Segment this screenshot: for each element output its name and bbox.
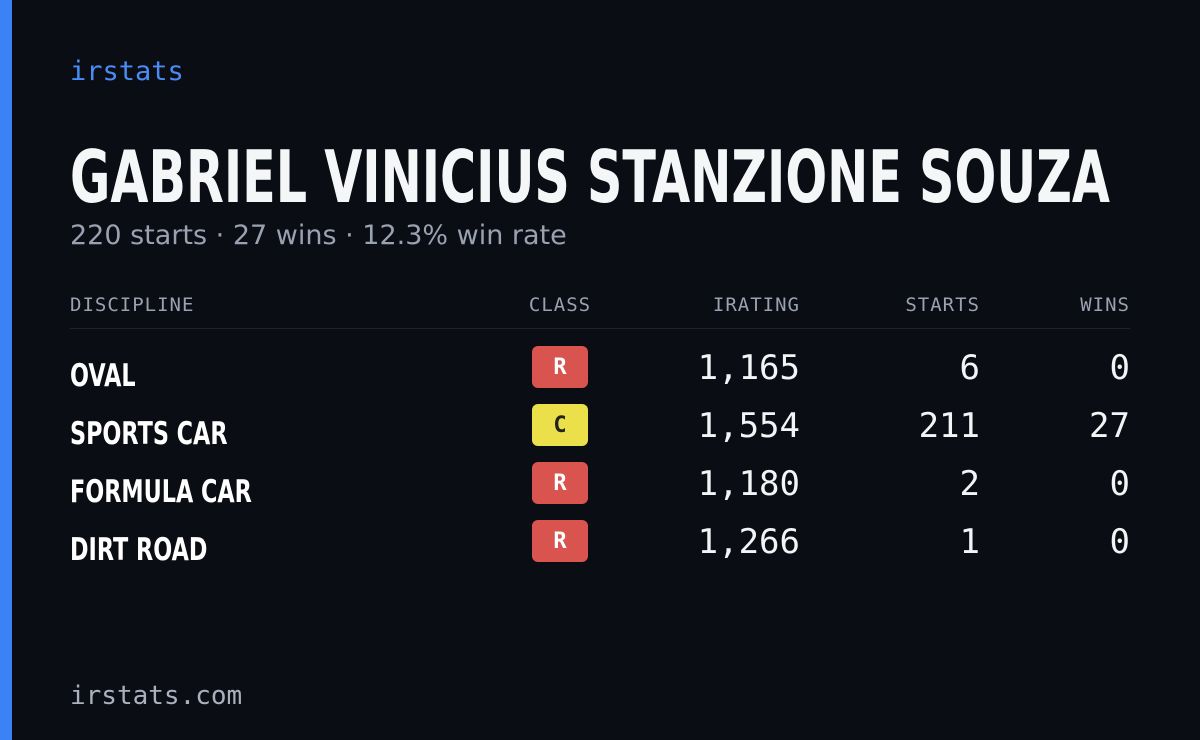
brand: irstats	[70, 56, 184, 87]
footer: irstats.com	[70, 681, 243, 711]
stat-value: 1,165	[697, 348, 800, 388]
summary: 220 starts · 27 wins · 12.3% win rate	[70, 220, 567, 251]
stat-value: 1,554	[697, 406, 800, 446]
column-header: WINS	[1080, 294, 1130, 316]
stat-value: 0	[1109, 348, 1130, 388]
discipline: DIRT ROAD	[70, 532, 208, 568]
stat-value: 211	[918, 406, 980, 446]
class-badge: R	[532, 520, 588, 562]
stat-value: 1,180	[697, 464, 800, 504]
class-badge: C	[532, 404, 588, 446]
class-badge: R	[532, 462, 588, 504]
stat-value: 0	[1109, 464, 1130, 504]
title-box: GABRIEL VINICIUS STANZIONE SOUZA	[70, 138, 1110, 218]
discipline: OVAL	[70, 358, 136, 394]
discipline: FORMULA CAR	[70, 474, 252, 510]
class-badge: R	[532, 346, 588, 388]
driver-name: GABRIEL VINICIUS STANZIONE SOUZA	[70, 138, 1110, 218]
stat-value: 1,266	[697, 522, 800, 562]
stat-value: 27	[1089, 406, 1130, 446]
column-header: IRATING	[712, 294, 800, 316]
discipline: SPORTS CAR	[70, 416, 228, 452]
stat-value: 1	[959, 522, 980, 562]
header-rule	[70, 328, 1130, 329]
stat-value: 0	[1109, 522, 1130, 562]
column-header: DISCIPLINE	[70, 294, 195, 316]
column-header: CLASS	[528, 294, 592, 316]
accent-bar	[0, 0, 12, 740]
column-header: STARTS	[905, 294, 980, 316]
stat-value: 6	[959, 348, 980, 388]
stat-value: 2	[959, 464, 980, 504]
